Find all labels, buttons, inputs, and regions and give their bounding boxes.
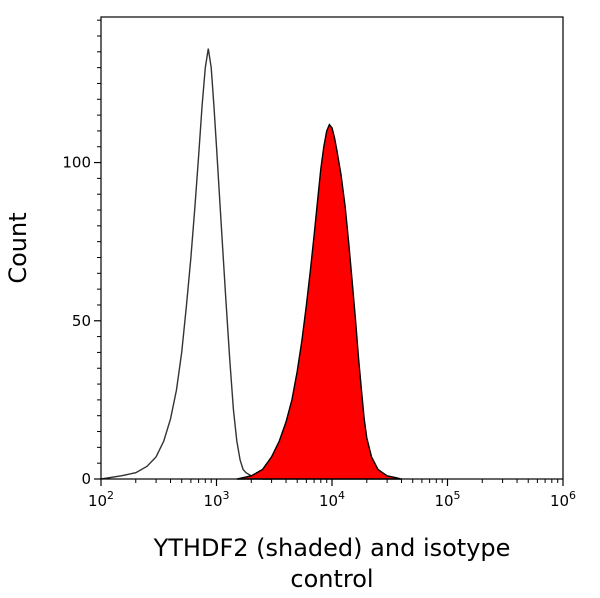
axis-layer: 0 50 100 102 103 104 105 106 bbox=[62, 19, 576, 510]
x-axis-title-line2: control bbox=[290, 565, 373, 593]
x-tick-label-4: 106 bbox=[550, 489, 576, 510]
x-tick-label-1: 103 bbox=[203, 489, 229, 510]
y-axis-title: Count bbox=[4, 212, 32, 283]
y-tick-label-1: 50 bbox=[72, 312, 91, 330]
x-tick-label-3: 105 bbox=[434, 489, 460, 510]
y-tick-label-0: 0 bbox=[81, 470, 91, 488]
series-layer bbox=[100, 48, 402, 480]
series-0-outline-histogram bbox=[100, 48, 272, 480]
x-tick-label-0: 102 bbox=[88, 489, 114, 510]
series-1-filled-histogram bbox=[236, 123, 402, 480]
y-tick-label-2: 100 bbox=[62, 154, 91, 172]
x-axis-title-line1: YTHDF2 (shaded) and isotype bbox=[153, 534, 511, 562]
x-tick-label-2: 104 bbox=[319, 489, 345, 510]
